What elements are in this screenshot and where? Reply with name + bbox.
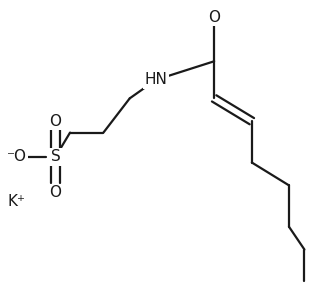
Text: ⁻O: ⁻O [7, 149, 27, 164]
Text: K⁺: K⁺ [7, 194, 25, 209]
Text: O: O [208, 10, 220, 24]
Text: O: O [50, 185, 61, 200]
Text: S: S [51, 149, 61, 164]
Text: HN: HN [144, 72, 168, 87]
Text: O: O [50, 114, 61, 129]
